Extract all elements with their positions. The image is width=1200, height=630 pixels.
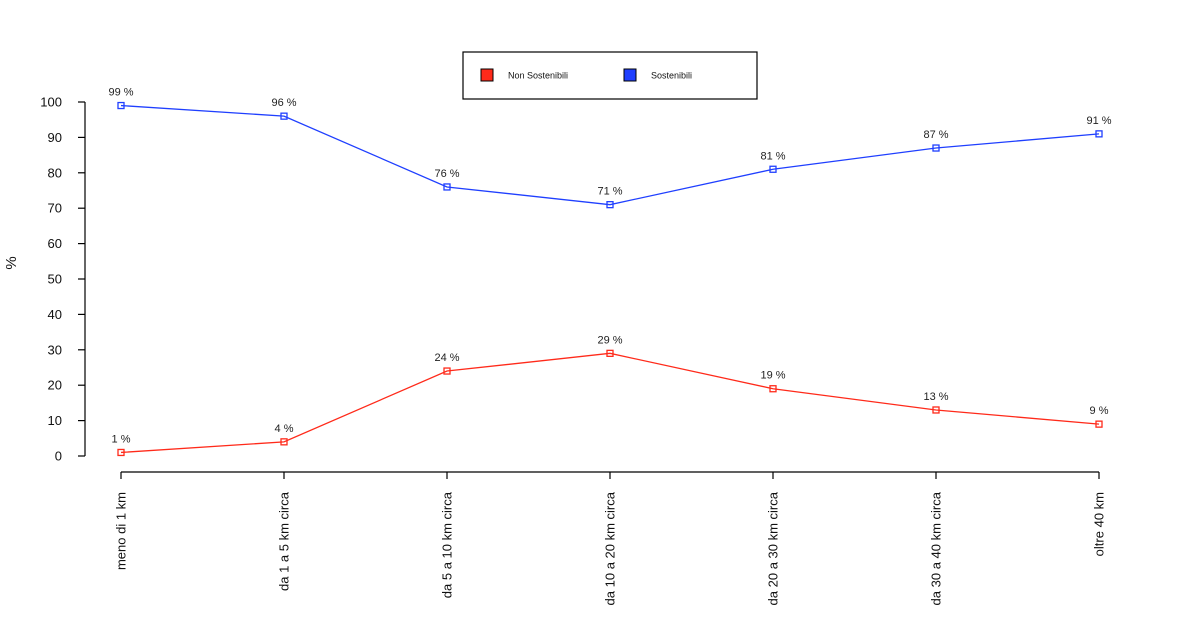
series-line: [120, 104, 1100, 206]
x-tick-label: oltre 40 km: [1092, 492, 1107, 556]
data-point: [606, 201, 614, 209]
data-point: [280, 112, 288, 120]
data-point: [443, 183, 451, 191]
data-point: [117, 101, 125, 110]
y-tick-label: 70: [48, 201, 62, 216]
series-1: 99 % 96 % 76 % 71 % 81 % 87 % 91 %: [108, 87, 1112, 209]
data-label: 99 %: [108, 87, 133, 99]
data-label: 1 %: [112, 433, 131, 445]
axes: 0 10 20 30 40 50 60 70 80 90 100 meno di 1 km da 1 a…: [40, 95, 1106, 606]
data-point: [280, 438, 288, 446]
y-tick-label: 90: [48, 130, 62, 145]
legend-swatch: [480, 68, 494, 82]
data-label: 71 %: [597, 186, 622, 198]
legend-box: [462, 51, 758, 100]
x-tick-label: da 30 a 40 km circa: [929, 491, 944, 605]
data-label: 9 %: [1090, 405, 1109, 417]
legend-label: Non Sostenibili: [508, 71, 568, 81]
series-0: 1 % 4 % 24 % 29 % 19 % 13 % 9 %: [112, 334, 1109, 457]
data-label: 13 %: [923, 391, 948, 403]
y-tick-label: 30: [48, 342, 62, 357]
data-point: [1095, 130, 1103, 138]
y-tick-label: 40: [48, 307, 62, 322]
y-tick-label: 50: [48, 272, 62, 287]
y-tick-label: 20: [48, 378, 62, 393]
data-point: [443, 367, 451, 375]
series-line: [120, 352, 1100, 454]
data-label: 81 %: [760, 150, 785, 162]
data-label: 19 %: [760, 370, 785, 382]
data-label: 4 %: [275, 423, 294, 435]
series-layer: 1 % 4 % 24 % 29 % 19 % 13 % 9 % 99 % 96 % 76 % 71 …: [108, 87, 1112, 457]
legend-swatch: [623, 68, 637, 82]
legend-label: Sostenibili: [651, 71, 692, 81]
data-label: 29 %: [597, 334, 622, 346]
x-tick-label: da 20 a 30 km circa: [766, 491, 781, 605]
data-label: 96 %: [271, 97, 296, 109]
data-label: 24 %: [434, 352, 459, 364]
data-label: 87 %: [923, 129, 948, 141]
data-point: [1095, 420, 1103, 428]
y-tick-label: 0: [55, 449, 62, 464]
data-label: 76 %: [434, 168, 459, 180]
x-tick-label: da 1 a 5 km circa: [277, 491, 292, 591]
data-point: [117, 448, 125, 457]
data-point: [769, 165, 777, 173]
data-point: [769, 385, 777, 393]
data-point: [932, 406, 940, 414]
data-label: 91 %: [1086, 115, 1111, 127]
data-point: [606, 349, 614, 357]
y-tick-label: 100: [40, 95, 62, 110]
x-tick-label: meno di 1 km: [114, 492, 129, 570]
legend: Non Sostenibili Sostenibili: [462, 51, 758, 100]
y-tick-label: 10: [48, 413, 62, 428]
x-tick-label: da 10 a 20 km circa: [603, 491, 618, 605]
x-tick-label: da 5 a 10 km circa: [440, 491, 455, 598]
y-tick-label: 80: [48, 165, 62, 180]
y-axis-label: %: [3, 256, 20, 269]
data-point: [932, 144, 940, 152]
y-tick-label: 60: [48, 236, 62, 251]
